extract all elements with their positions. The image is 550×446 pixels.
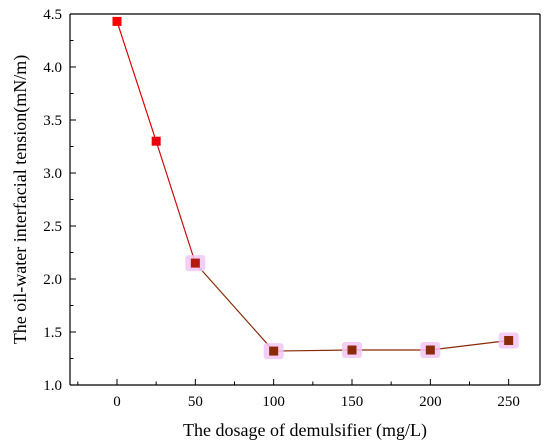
- y-tick-label: 2.0: [43, 272, 62, 288]
- x-axis-title: The dosage of demulsifier (mg/L): [183, 420, 427, 441]
- data-point: [151, 136, 161, 146]
- x-tick-label: 0: [113, 394, 121, 410]
- x-tick-label: 100: [262, 394, 285, 410]
- data-point: [425, 345, 435, 355]
- series-lines: [116, 21, 509, 352]
- data-point: [504, 335, 514, 345]
- series-line-segment: [194, 262, 275, 352]
- y-tick-label: 3.0: [43, 166, 62, 182]
- series-points: [112, 16, 514, 356]
- plot-area: 0 50 100 150 200 250 1.0 1.5 2.0 2.5 3.0 3.5 4.0 4.5: [43, 7, 541, 410]
- data-point: [347, 345, 357, 355]
- series-line-segment: [155, 141, 196, 264]
- x-tick-label: 200: [419, 394, 442, 410]
- y-axis-title: The oil-water interfacial tension(mN/m): [10, 55, 31, 344]
- x-tick-label: 150: [341, 394, 364, 410]
- y-tick-label: 4.5: [43, 7, 62, 23]
- y-tick-label: 1.0: [43, 378, 62, 394]
- x-tick-label: 50: [188, 394, 203, 410]
- series-line-segment: [116, 21, 157, 142]
- y-tick-label: 1.5: [43, 325, 62, 341]
- x-tick-label: 250: [497, 394, 520, 410]
- y-ticks: 1.0 1.5 2.0 2.5 3.0 3.5 4.0 4.5: [43, 7, 76, 394]
- series-halos: [185, 255, 519, 360]
- series-line-segment: [430, 339, 509, 351]
- y-tick-label: 2.5: [43, 219, 62, 235]
- data-point: [112, 16, 122, 26]
- data-point: [269, 346, 279, 356]
- data-point: [190, 258, 200, 268]
- y-tick-label: 4.0: [43, 60, 62, 76]
- series-line-segment: [273, 349, 353, 352]
- y-tick-label: 3.5: [43, 113, 62, 129]
- x-ticks: 0 50 100 150 200 250: [77, 379, 520, 410]
